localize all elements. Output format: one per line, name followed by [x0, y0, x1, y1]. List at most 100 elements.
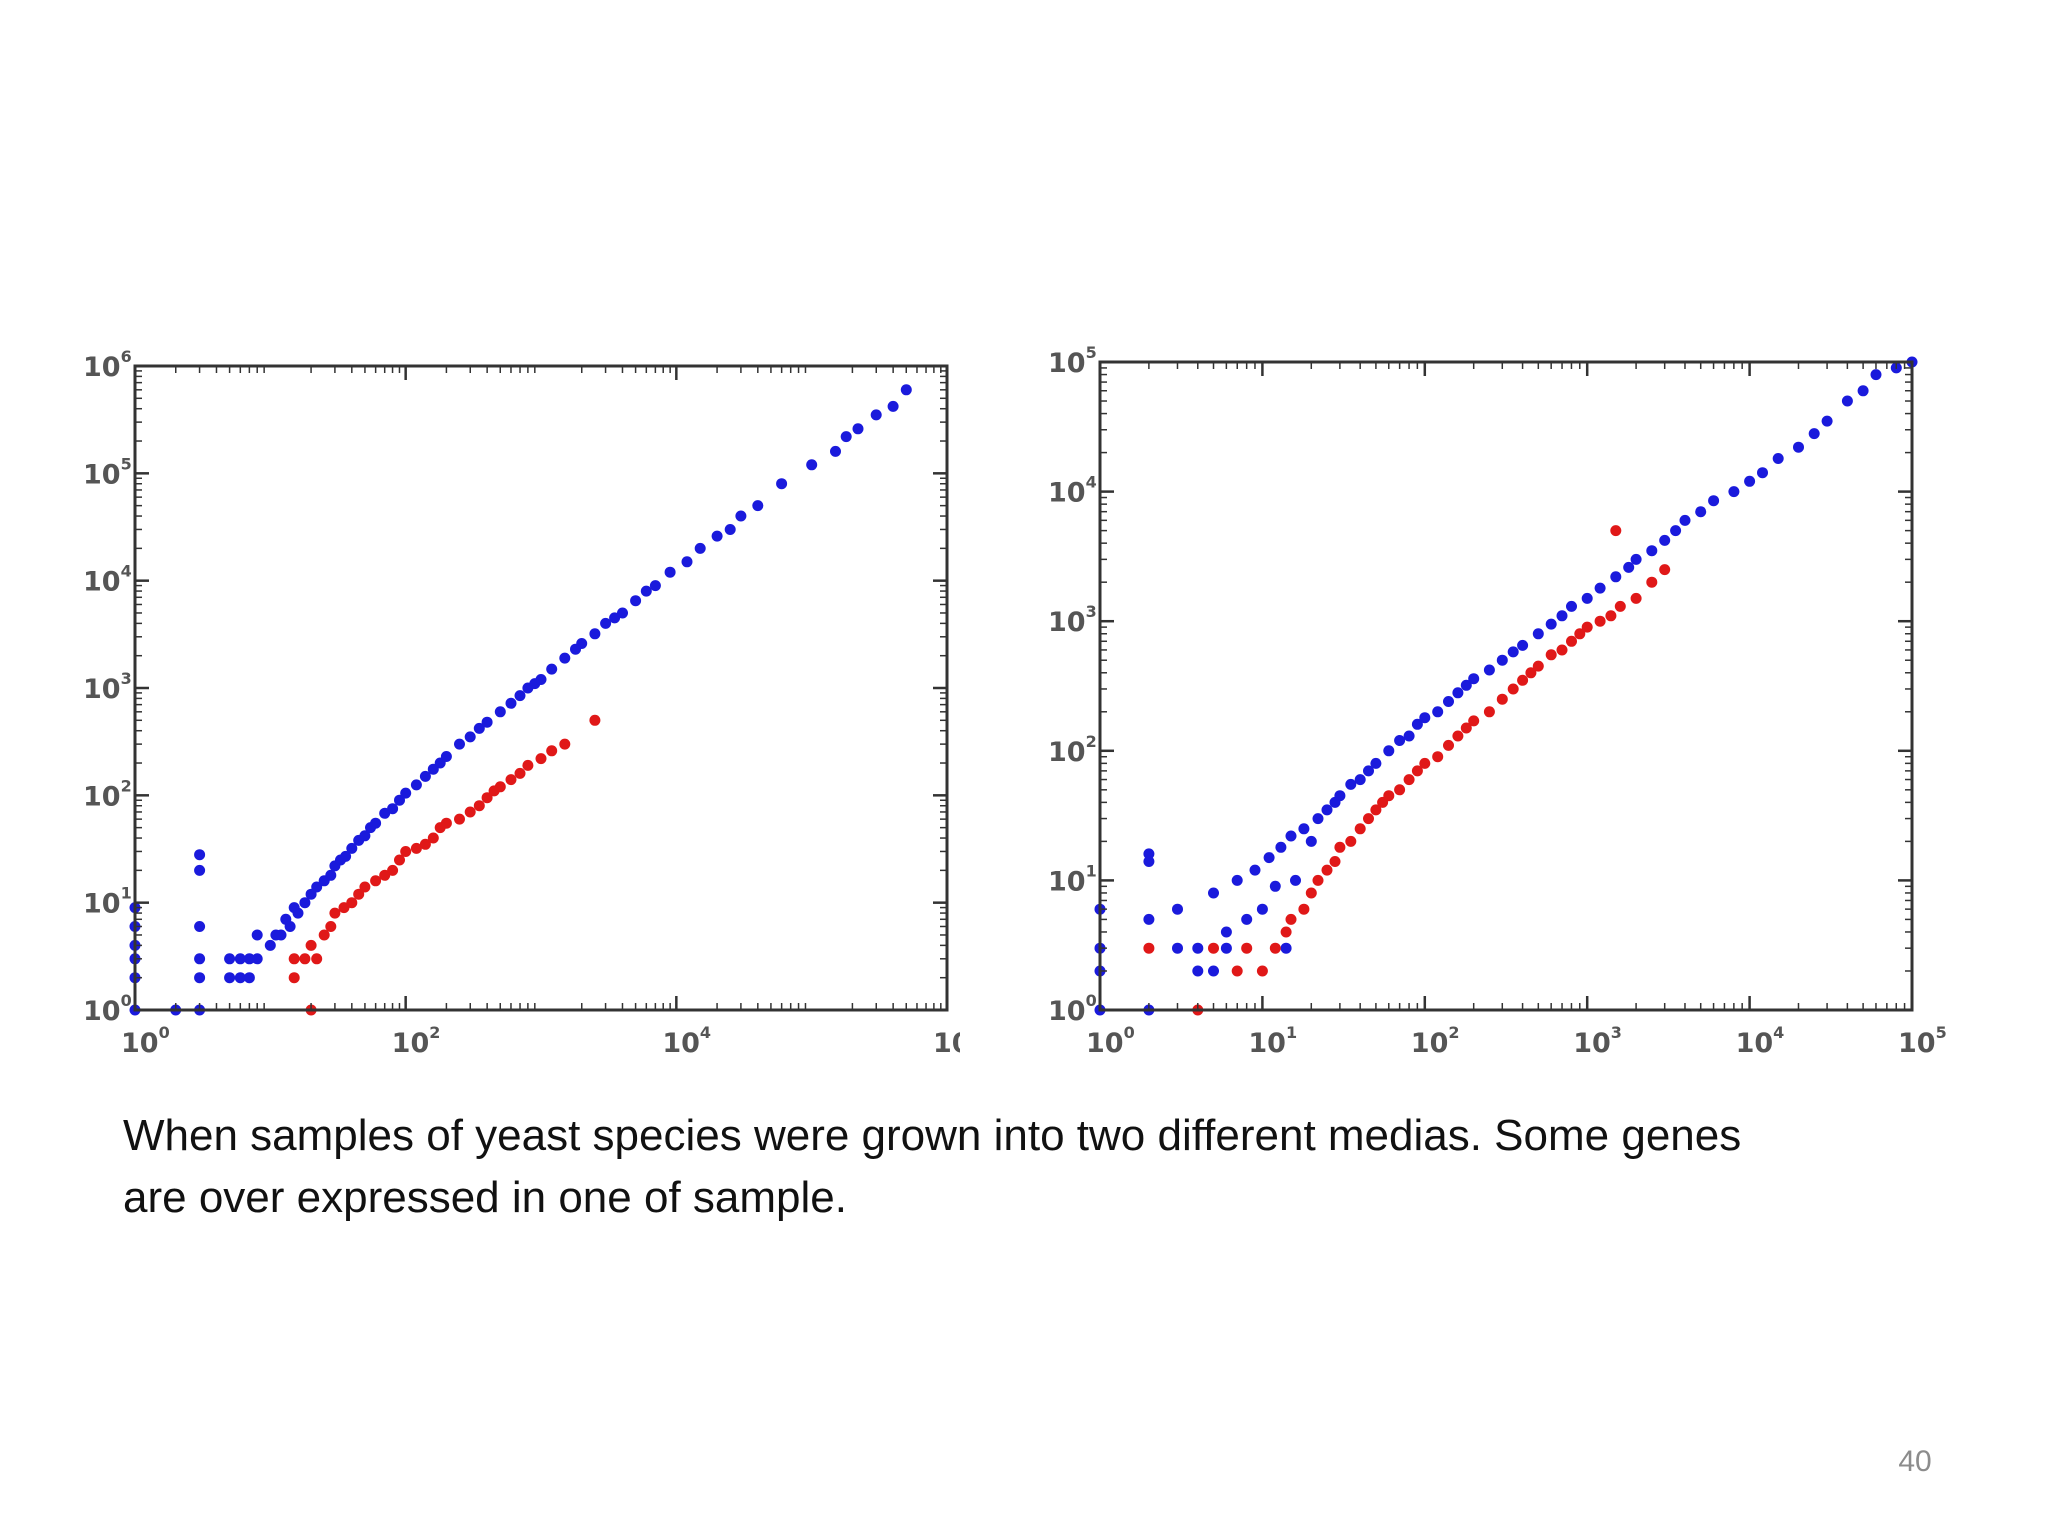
scatter-point-blue-37 — [1394, 735, 1406, 746]
scatter-point-red-15 — [1345, 835, 1357, 847]
scatter-point-blue-29 — [1321, 804, 1333, 816]
scatter-point-blue-54 — [1581, 592, 1593, 604]
scatter-point-blue-71 — [1821, 415, 1833, 427]
x-tick-label-2: 104 — [662, 1023, 711, 1059]
scatter-point-blue-25 — [1290, 874, 1301, 886]
scatter-point-blue-36 — [346, 842, 358, 854]
scatter-point-blue-53 — [1566, 600, 1577, 612]
scatter-point-red-8 — [329, 907, 341, 919]
x-tick-exponent: 2 — [429, 1023, 440, 1042]
scatter-point-blue-8 — [1172, 903, 1183, 915]
scatter-point-blue-77 — [752, 500, 764, 512]
scatter-point-red-30 — [514, 767, 526, 779]
scatter-point-blue-33 — [1354, 774, 1366, 786]
scatter-point-blue-10 — [1192, 965, 1204, 977]
x-tick-exponent: 4 — [1773, 1023, 1784, 1042]
scatter-point-blue-8 — [194, 972, 206, 984]
scatter-point-red-18 — [410, 842, 422, 854]
scatter-point-blue-69 — [1793, 441, 1804, 453]
y-tick-exponent: 1 — [1086, 861, 1097, 880]
scatter-point-blue-17 — [243, 972, 255, 984]
scatter-point-blue-35 — [340, 850, 352, 862]
scatter-point-blue-25 — [284, 921, 296, 932]
scatter-point-blue-66 — [1744, 475, 1756, 487]
scatter-point-blue-59 — [535, 674, 547, 685]
scatter-point-blue-28 — [299, 897, 311, 909]
y-tick-label-4: 104 — [1048, 473, 1097, 509]
y-tick-exponent: 2 — [121, 776, 132, 795]
scatter-point-red-43 — [1614, 600, 1626, 612]
scatter-point-red-10 — [346, 897, 358, 909]
scatter-point-red-31 — [1496, 693, 1508, 705]
scatter-point-blue-43 — [1452, 687, 1464, 699]
scatter-point-red-25 — [1432, 751, 1444, 763]
scatter-point-blue-73 — [1857, 385, 1869, 397]
scatter-point-blue-85 — [900, 384, 912, 396]
scatter-point-blue-7 — [1143, 848, 1155, 860]
scatter-point-blue-65 — [600, 617, 612, 629]
y-tick-label-3: 103 — [83, 669, 132, 705]
x-tick-exponent: 0 — [159, 1023, 170, 1042]
scatter-point-blue-31 — [1334, 790, 1346, 802]
scatter-point-blue-16 — [234, 953, 246, 965]
scatter-point-blue-44 — [400, 787, 412, 799]
scatter-point-blue-12 — [194, 849, 206, 861]
scatter-point-blue-26 — [1298, 823, 1310, 835]
scatter-point-red-6 — [318, 929, 330, 941]
scatter-point-blue-38 — [1403, 730, 1415, 742]
scatter-point-blue-68 — [630, 595, 642, 607]
y-tick-exponent: 5 — [1086, 343, 1097, 362]
scatter-point-red-16 — [1354, 823, 1366, 835]
scatter-point-blue-55 — [505, 697, 517, 709]
y-tick-label-0: 100 — [1048, 991, 1097, 1027]
scatter-point-red-10 — [1305, 887, 1317, 899]
y-tick-exponent: 1 — [121, 884, 132, 903]
scatter-point-red-1 — [288, 972, 300, 984]
plot-frame — [1098, 360, 1914, 1012]
scatter-point-blue-72 — [1841, 395, 1853, 407]
y-tick-exponent: 6 — [121, 347, 132, 366]
scatter-point-blue-40 — [1419, 712, 1431, 724]
scatter-point-red-7 — [325, 921, 337, 932]
y-tick-exponent: 2 — [1086, 732, 1097, 751]
y-tick-exponent: 4 — [121, 562, 132, 581]
scatter-point-blue-34 — [1363, 765, 1374, 777]
scatter-point-red-6 — [1269, 942, 1281, 954]
y-tick-label-2: 102 — [83, 776, 132, 812]
scatter-point-blue-63 — [576, 638, 588, 649]
scatter-point-red-5 — [311, 953, 323, 965]
scatter-point-blue-64 — [589, 628, 601, 640]
scatter-point-red-34 — [559, 738, 571, 750]
scatter-point-red-31 — [522, 759, 534, 771]
scatter-point-blue-74 — [1870, 369, 1882, 381]
scatter-point-blue-21 — [1269, 880, 1281, 892]
scatter-point-blue-11 — [194, 864, 206, 876]
scatter-point-blue-46 — [1483, 664, 1495, 676]
scatter-point-blue-67 — [1757, 467, 1768, 479]
scatter-point-red-47 — [1610, 525, 1622, 537]
y-tick-label-2: 102 — [1048, 732, 1097, 768]
scatter-point-red-11 — [353, 888, 365, 900]
scatter-point-red-28 — [1460, 722, 1472, 734]
scatter-point-blue-43 — [394, 794, 405, 806]
scatter-point-blue-58 — [1630, 553, 1642, 565]
caption-line-1: When samples of yeast species were grown… — [123, 1111, 1742, 1160]
x-tick-label-0: 100 — [121, 1023, 170, 1059]
scatter-point-blue-27 — [1305, 835, 1317, 847]
y-tick-label-0: 100 — [83, 991, 132, 1027]
scatter-point-blue-71 — [664, 566, 676, 578]
scatter-point-blue-46 — [419, 770, 431, 782]
scatter-point-red-24 — [464, 806, 476, 818]
scatter-point-red-4 — [1241, 942, 1253, 954]
scatter-point-blue-51 — [1545, 618, 1557, 630]
scatter-point-red-29 — [505, 774, 517, 786]
scatter-point-blue-50 — [1532, 628, 1544, 640]
scatter-point-blue-11 — [1192, 942, 1204, 954]
scatter-point-blue-24 — [1285, 830, 1297, 842]
x-tick-label-5: 105 — [1898, 1023, 1947, 1059]
scatter-point-blue-70 — [1808, 428, 1820, 440]
x-tick-label-3: 103 — [1573, 1023, 1622, 1059]
scatter-point-blue-56 — [1610, 571, 1622, 583]
